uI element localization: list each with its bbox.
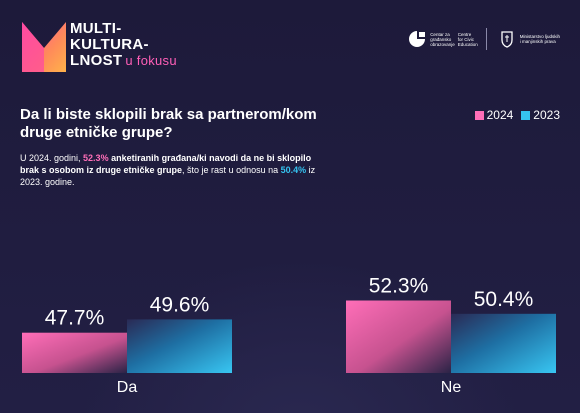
data-label-da-2024: 47.7%: [45, 307, 105, 330]
brand-line-2: KULTURA-: [70, 36, 149, 53]
description-part-2: anketiranih građana/ki navodi da ne bi s…: [20, 153, 312, 175]
bar-ne-2023: [451, 313, 556, 373]
category-label-ne: Ne: [441, 379, 462, 396]
partner-cgo: Centar za građansko obrazovanje Centre f…: [407, 29, 478, 49]
category-label-da: Da: [117, 379, 138, 396]
description-value-2023: 50.4%: [280, 165, 307, 175]
partner-logos: Centar za građansko obrazovanje Centre f…: [397, 26, 560, 52]
bar-da-2024: [22, 332, 127, 373]
multikulturalnost-logo: MULTI- KULTURA- LNOST u fokusu: [20, 18, 200, 78]
m-shape-icon: [22, 22, 66, 72]
legend-item-2023: 2023: [521, 108, 560, 122]
partner-divider: [485, 28, 487, 50]
partner-ministry: Ministarstvo ljudskih i manjinskih prava: [497, 29, 560, 49]
partner-cce-line-1: Centre: [457, 31, 472, 37]
partner-ministry-line-2: i manjinskih prava: [519, 39, 556, 44]
description-part-4: iz 2023. godine.: [20, 165, 316, 187]
description-part-3: , što je rast u odnosu na: [182, 165, 281, 175]
legend-label-2023: 2023: [533, 108, 560, 122]
partner-cce-line-3: Education: [457, 41, 478, 47]
brand-name: MULTI- KULTURA- LNOST u fokusu: [70, 21, 177, 69]
partner-ministry-line-1: Ministarstvo ljudskih: [519, 34, 560, 39]
brand-line-3: LNOST: [70, 52, 123, 69]
brand-line-1: MULTI-: [70, 20, 122, 37]
description-text: U 2024. godini, 52.3% anketiranih građan…: [20, 152, 320, 188]
data-label-ne-2024: 52.3%: [369, 275, 429, 298]
legend-swatch-2023: [521, 110, 531, 120]
partner-cgo-line-2: građansko: [430, 36, 452, 42]
legend-label-2024: 2024: [486, 108, 514, 122]
bar-ne-2024: [346, 300, 451, 373]
data-label-da-2023: 49.6%: [150, 293, 210, 316]
data-label-ne-2023: 50.4%: [474, 288, 534, 311]
chart-legend: 2024 2023: [467, 108, 560, 122]
cgo-logo-icon: [409, 31, 426, 47]
legend-item-2024: 2024: [474, 108, 514, 122]
partner-cce-line-2: for Civic: [457, 36, 474, 42]
partner-cgo-line-1: Centar za: [430, 31, 450, 37]
description-part-1: U 2024. godini,: [20, 153, 84, 163]
brand-accent: u fokusu: [125, 53, 177, 68]
bar-da-2023: [127, 319, 232, 373]
description-value-2024: 52.3%: [83, 153, 109, 163]
legend-swatch-2024: [474, 110, 484, 120]
question-title: Da li biste sklopili brak sa partnerom/k…: [20, 106, 317, 141]
coat-of-arms-icon: [501, 31, 513, 48]
partner-cgo-line-3: obrazovanje: [430, 41, 455, 47]
